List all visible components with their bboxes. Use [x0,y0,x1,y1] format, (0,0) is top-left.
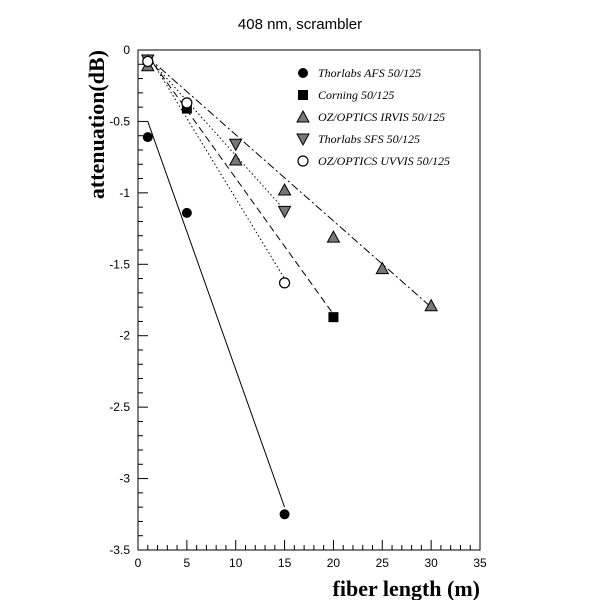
y-tick-label: -3 [119,472,130,486]
legend-label-series-3: OZ/OPTICS IRVIS 50/125 [318,110,445,124]
fit-line-series-3 [147,56,432,308]
x-tick-label: 30 [424,556,438,570]
fit-line-series-1 [147,121,286,508]
data-point-series-1 [181,207,192,218]
legend: Thorlabs AFS 50/125 Corning 50/125 OZ/OPTI… [296,66,450,168]
legend-marker-series-2 [298,90,308,100]
fit-line-series-5 [147,54,285,279]
fit-line-series-2 [147,55,334,315]
chart-title: 408 nm, scrambler [238,16,362,33]
data-point-series-3 [424,298,438,312]
data-point-series-3 [277,182,292,196]
y-axis-label: attenuation(dB) [84,50,109,199]
fit-line-series-4 [147,56,285,211]
x-tick-label: 20 [327,556,341,570]
x-tick-label: 15 [278,556,292,570]
data-point-series-4 [277,205,292,219]
data-point-series-4 [228,138,243,152]
x-tick-label: 35 [473,556,487,570]
legend-label-series-1: Thorlabs AFS 50/125 [318,66,421,80]
plot-frame [137,49,481,551]
x-tick-label: 0 [135,556,142,570]
legend-label-series-2: Corning 50/125 [318,88,394,102]
legend-marker-series-5 [297,155,309,167]
y-tick-label: -3.5 [109,543,130,557]
data-point-series-5 [142,55,154,68]
data-point-series-3 [228,152,243,166]
fit-lines [147,54,432,508]
legend-marker-series-3 [296,109,310,123]
data-point-series-5 [181,97,193,109]
data-point-series-1 [142,132,153,143]
y-tick-label: -1.5 [109,257,130,271]
x-tick-label: 25 [376,556,390,570]
legend-marker-series-4 [296,133,310,147]
x-axis: 0 5 10 15 20 25 30 35 [135,540,487,570]
legend-label-series-5: OZ/OPTICS UVVIS 50/125 [318,154,450,168]
data-point-series-3 [326,230,341,243]
y-tick-label: -1 [119,186,130,200]
legend-label-series-4: Thorlabs SFS 50/125 [318,132,420,146]
data-point-series-2 [328,312,339,323]
y-tick-label: 0 [123,43,130,57]
y-axis: 0 -0.5 -1 -1.5 -2 -2.5 -3 -3.5 [109,43,148,557]
data-point-series-5 [278,277,291,289]
data-point-series-2 [181,103,192,114]
y-tick-label: -2.5 [109,400,130,414]
data-point-series-1 [279,509,290,520]
x-axis-label: fiber length (m) [333,576,480,600]
data-point-series-3 [375,261,390,275]
y-tick-label: -0.5 [109,114,130,128]
data-points [140,54,438,520]
x-tick-label: 10 [229,556,243,570]
x-tick-label: 5 [184,556,191,570]
y-tick-label: -2 [119,329,130,343]
legend-marker-series-1 [298,68,308,78]
